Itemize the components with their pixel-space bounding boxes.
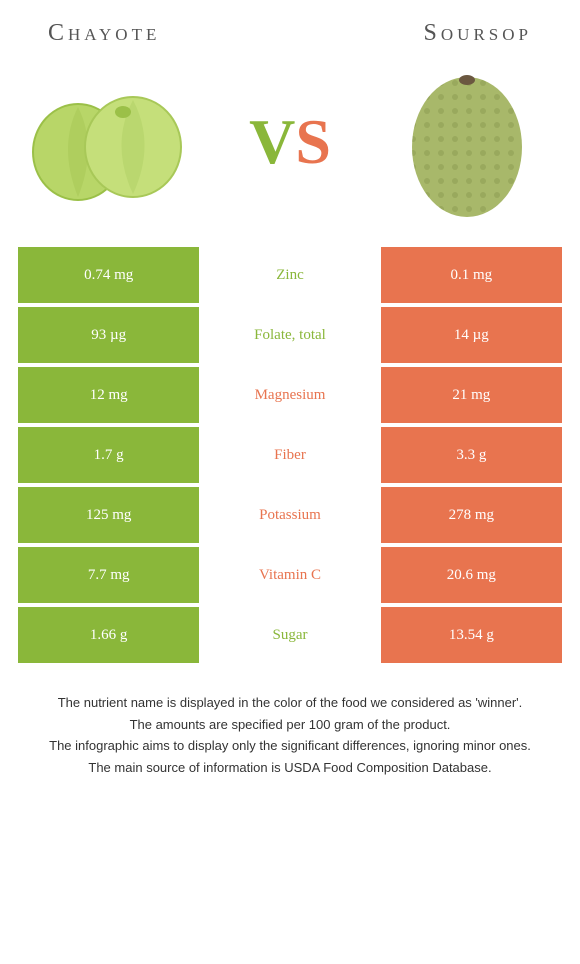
header: Chayote Soursop bbox=[18, 20, 562, 47]
left-value: 125 mg bbox=[18, 487, 199, 543]
soursop-image bbox=[382, 67, 552, 217]
chayote-image bbox=[28, 67, 198, 217]
nutrient-label: Magnesium bbox=[199, 367, 380, 423]
vs-label: VS bbox=[249, 105, 331, 179]
table-row: 93 µgFolate, total14 µg bbox=[18, 307, 562, 363]
vs-s: S bbox=[295, 106, 331, 177]
right-title: Soursop bbox=[424, 20, 532, 47]
nutrient-label: Folate, total bbox=[199, 307, 380, 363]
table-row: 12 mgMagnesium21 mg bbox=[18, 367, 562, 423]
left-value: 0.74 mg bbox=[18, 247, 199, 303]
right-value: 21 mg bbox=[381, 367, 562, 423]
left-value: 7.7 mg bbox=[18, 547, 199, 603]
table-row: 125 mgPotassium278 mg bbox=[18, 487, 562, 543]
footer-line: The infographic aims to display only the… bbox=[28, 736, 552, 756]
vs-v: V bbox=[249, 106, 295, 177]
right-value: 278 mg bbox=[381, 487, 562, 543]
images-row: VS bbox=[18, 67, 562, 217]
nutrient-label: Fiber bbox=[199, 427, 380, 483]
left-value: 93 µg bbox=[18, 307, 199, 363]
right-value: 14 µg bbox=[381, 307, 562, 363]
footer-notes: The nutrient name is displayed in the co… bbox=[18, 693, 562, 777]
left-title: Chayote bbox=[48, 20, 160, 47]
left-value: 1.7 g bbox=[18, 427, 199, 483]
footer-line: The amounts are specified per 100 gram o… bbox=[28, 715, 552, 735]
footer-line: The main source of information is USDA F… bbox=[28, 758, 552, 778]
nutrient-label: Vitamin C bbox=[199, 547, 380, 603]
right-value: 0.1 mg bbox=[381, 247, 562, 303]
left-value: 1.66 g bbox=[18, 607, 199, 663]
footer-line: The nutrient name is displayed in the co… bbox=[28, 693, 552, 713]
right-value: 20.6 mg bbox=[381, 547, 562, 603]
table-row: 1.7 gFiber3.3 g bbox=[18, 427, 562, 483]
nutrient-table: 0.74 mgZinc0.1 mg93 µgFolate, total14 µg… bbox=[18, 247, 562, 663]
right-value: 13.54 g bbox=[381, 607, 562, 663]
left-value: 12 mg bbox=[18, 367, 199, 423]
nutrient-label: Zinc bbox=[199, 247, 380, 303]
table-row: 0.74 mgZinc0.1 mg bbox=[18, 247, 562, 303]
table-row: 1.66 gSugar13.54 g bbox=[18, 607, 562, 663]
table-row: 7.7 mgVitamin C20.6 mg bbox=[18, 547, 562, 603]
nutrient-label: Potassium bbox=[199, 487, 380, 543]
right-value: 3.3 g bbox=[381, 427, 562, 483]
nutrient-label: Sugar bbox=[199, 607, 380, 663]
